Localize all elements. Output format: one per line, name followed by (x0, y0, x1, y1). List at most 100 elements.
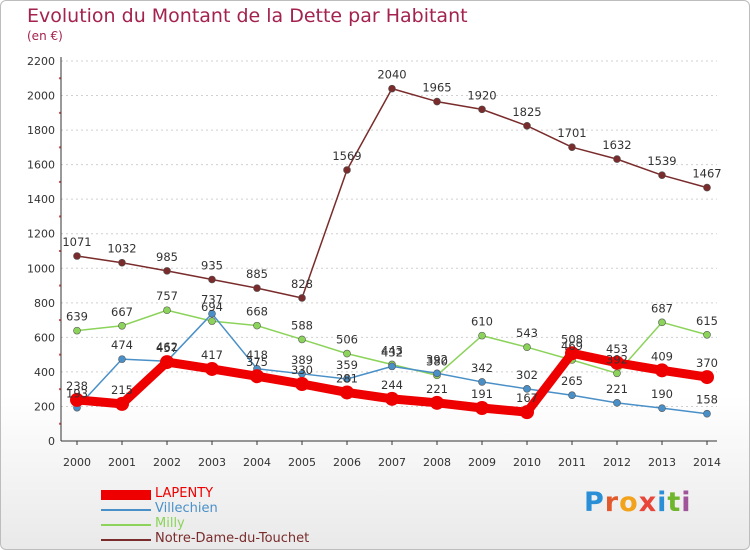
data-label: 221 (606, 382, 628, 396)
x-tick-label: 2008 (423, 456, 451, 469)
data-point (70, 392, 84, 407)
data-label: 375 (246, 355, 268, 369)
data-point (118, 258, 126, 267)
data-label: 190 (651, 387, 673, 401)
x-tick-label: 2011 (558, 456, 586, 469)
x-tick-label: 2012 (603, 456, 631, 469)
data-label: 828 (291, 277, 313, 291)
data-label: 330 (291, 363, 313, 377)
data-label: 238 (66, 379, 88, 393)
data-point (298, 294, 306, 302)
data-label: 2040 (377, 68, 406, 82)
data-point (343, 349, 351, 358)
legend-label: Milly (155, 516, 185, 531)
x-tick-label: 2006 (333, 456, 361, 469)
data-label: 193 (66, 387, 88, 401)
y-tick-label: 1400 (27, 193, 55, 206)
proxiti-logo: Proxiti (584, 487, 692, 518)
data-label: 506 (336, 333, 358, 347)
data-label: 1467 (692, 167, 721, 181)
data-point (298, 335, 306, 344)
data-label: 1701 (557, 126, 586, 140)
data-point (478, 105, 486, 114)
data-label: 935 (201, 259, 223, 273)
legend-swatch (101, 509, 151, 511)
data-point (568, 391, 576, 400)
y-tick-label: 1200 (27, 228, 55, 241)
y-tick-label: 1600 (27, 159, 55, 172)
legend-label: Villechien (155, 501, 218, 516)
data-label: 1632 (602, 138, 631, 152)
legend-swatch (101, 539, 151, 541)
data-point (388, 84, 396, 93)
legend-swatch (101, 524, 151, 526)
data-label: 588 (291, 318, 313, 332)
data-label: 265 (561, 374, 583, 388)
data-label: 694 (201, 300, 223, 314)
data-label: 191 (471, 387, 493, 401)
data-label: 462 (156, 340, 178, 354)
data-point (658, 171, 666, 179)
data-point (565, 346, 579, 361)
data-point (658, 318, 666, 327)
data-label: 244 (381, 378, 403, 392)
x-tick-label: 2002 (153, 456, 181, 469)
data-label: 392 (426, 352, 448, 366)
data-label: 1032 (107, 242, 136, 256)
y-tick-label: 0 (48, 435, 55, 448)
data-label: 469 (561, 339, 583, 353)
data-label: 639 (66, 310, 88, 324)
series-line-notre-dame-du-touchet (76, 87, 708, 299)
data-point (73, 252, 81, 260)
data-label: 215 (111, 383, 133, 397)
y-tick-label: 1000 (27, 262, 55, 275)
data-label: 432 (381, 345, 403, 359)
data-label: 1569 (332, 149, 361, 163)
data-label: 417 (201, 348, 223, 362)
chart-title: Evolution du Montant de la Dette par Hab… (27, 5, 468, 27)
data-label: 392 (606, 352, 628, 366)
x-tick-label: 2000 (63, 456, 91, 469)
data-point (433, 369, 441, 378)
data-point (430, 395, 444, 410)
data-point (475, 401, 489, 416)
data-label: 370 (696, 356, 718, 370)
legend-label: LAPENTY (155, 486, 214, 501)
data-point (523, 385, 531, 393)
data-point (340, 385, 354, 400)
data-point (478, 331, 486, 340)
data-label: 1071 (62, 235, 91, 249)
data-label: 615 (696, 314, 718, 328)
data-label: 281 (336, 371, 358, 385)
data-label: 167 (516, 391, 538, 405)
data-point (343, 375, 351, 383)
data-point (118, 321, 126, 330)
data-label: 1965 (422, 81, 451, 95)
y-tick-label: 2200 (27, 55, 55, 68)
data-point (295, 377, 309, 391)
data-point (160, 355, 174, 370)
data-point (385, 391, 399, 406)
data-point (163, 306, 171, 315)
data-label: 221 (426, 382, 448, 396)
data-label: 737 (201, 293, 223, 307)
data-label: 668 (246, 305, 268, 319)
x-tick-label: 2013 (648, 456, 676, 469)
data-label: 885 (246, 267, 268, 281)
data-label: 418 (246, 348, 268, 362)
data-label: 474 (111, 338, 133, 352)
x-tick-label: 2014 (693, 456, 721, 469)
legend-label: Notre-Dame-du-Touchet (155, 531, 310, 546)
data-label: 380 (426, 354, 448, 368)
data-point (253, 284, 261, 292)
legend-swatch (101, 490, 151, 500)
data-point (700, 370, 714, 385)
data-label: 389 (291, 353, 313, 367)
data-point (523, 343, 531, 352)
data-point (610, 355, 624, 370)
data-point (208, 309, 216, 318)
y-tick-label: 1800 (27, 124, 55, 137)
data-label: 610 (471, 315, 493, 329)
data-label: 1539 (647, 154, 676, 168)
